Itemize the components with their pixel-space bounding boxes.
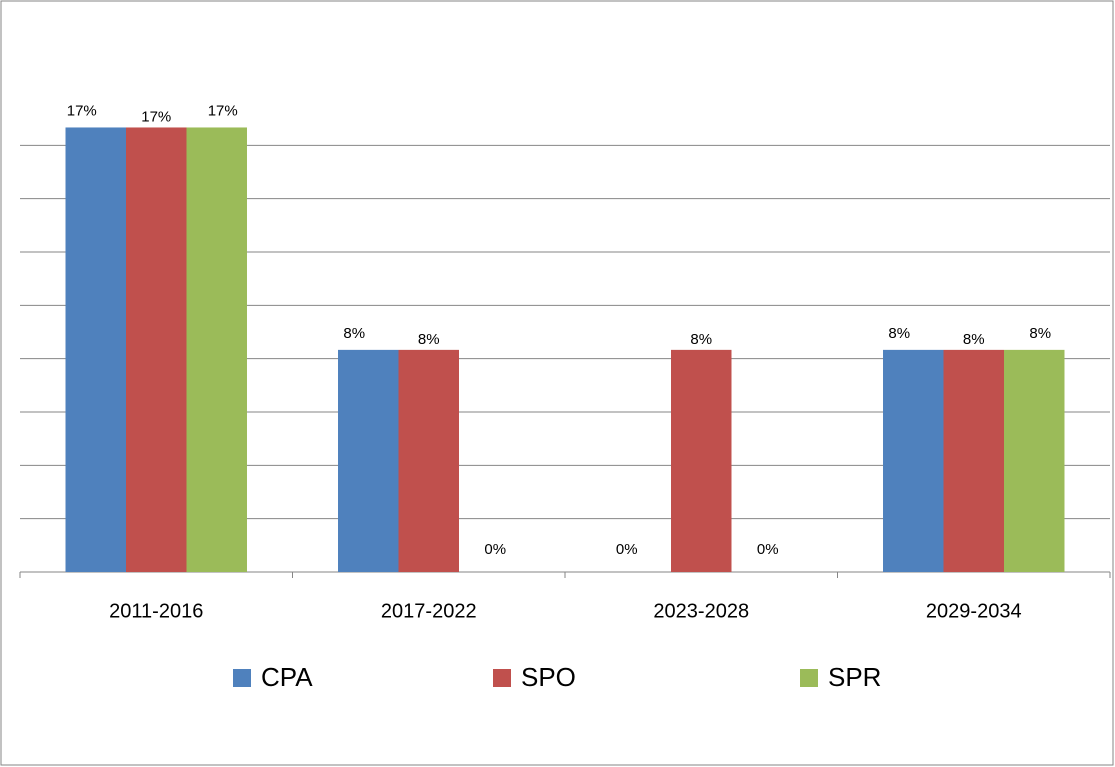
value-label: 17% <box>208 102 238 119</box>
value-label: 17% <box>67 102 97 119</box>
value-label: 8% <box>343 325 365 342</box>
value-label: 8% <box>1029 325 1051 342</box>
value-label: 17% <box>141 108 171 125</box>
bar <box>338 349 399 572</box>
value-label: 8% <box>963 331 985 348</box>
bar <box>126 127 187 572</box>
legend-swatch <box>233 669 251 687</box>
legend-label: SPO <box>521 662 576 692</box>
value-label: 0% <box>616 541 638 558</box>
bar <box>186 127 247 572</box>
value-label: 0% <box>484 541 506 558</box>
value-label: 8% <box>418 331 440 348</box>
x-tick-label: 2023-2028 <box>653 600 749 622</box>
value-label: 8% <box>888 325 910 342</box>
legend-label: SPR <box>828 662 881 692</box>
bar <box>883 349 944 572</box>
x-tick-label: 2017-2022 <box>381 600 477 622</box>
bar <box>671 349 732 572</box>
x-tick-label: 2011-2016 <box>109 600 203 622</box>
x-tick-label: 2029-2034 <box>926 600 1022 622</box>
bar <box>398 349 459 572</box>
bar <box>65 127 127 572</box>
legend-swatch <box>493 669 511 687</box>
legend-label: CPA <box>261 662 313 692</box>
value-label: 0% <box>757 541 779 558</box>
bar <box>1003 349 1065 572</box>
legend-swatch <box>800 669 818 687</box>
bar <box>943 349 1004 572</box>
value-label: 8% <box>690 331 712 348</box>
